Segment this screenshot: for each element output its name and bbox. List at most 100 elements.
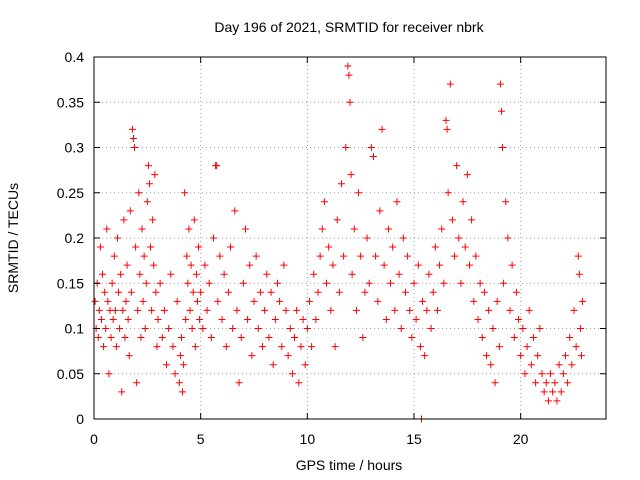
data-point [227,243,235,251]
data-point [337,180,345,188]
data-point [318,225,326,233]
data-point [527,361,535,369]
data-point [140,252,148,260]
data-point [350,225,358,233]
data-point [480,288,488,296]
data-point [502,198,510,206]
data-point [112,343,120,351]
data-point [487,361,495,369]
data-point [280,261,288,269]
data-point [96,243,104,251]
data-point [284,352,292,360]
data-point [459,198,467,206]
data-point [499,144,507,151]
data-point [474,315,482,323]
data-point [564,379,572,387]
data-point [209,234,217,242]
data-point [325,243,333,251]
data-point [273,279,281,287]
data-point [222,343,230,351]
data-point [133,379,141,387]
data-point [510,334,518,342]
data-point [148,306,156,314]
data-point [199,325,207,332]
data-point [145,180,153,188]
data-point [119,306,127,314]
data-point [410,279,418,287]
data-point [314,288,322,296]
data-point [176,352,184,360]
y-tick-label: 0.25 [57,185,84,201]
data-point [205,279,213,287]
y-axis-label: SRMTID / TECUs [5,183,21,293]
data-point [461,243,469,251]
data-point [183,252,191,260]
data-point [549,388,557,396]
data-point [523,343,531,351]
data-point [134,306,142,314]
data-point [363,234,371,242]
data-point [544,397,552,405]
data-point [391,306,399,314]
data-point [213,162,221,170]
y-tick-label: 0.4 [65,49,85,65]
data-point [346,98,354,106]
data-point [320,198,328,206]
data-point [288,370,296,378]
data-point [126,207,134,215]
data-point [99,270,107,278]
data-point [192,270,200,278]
data-point [387,279,395,287]
data-point [278,343,286,351]
data-point [478,334,486,342]
data-point [427,325,435,332]
x-tick-label: 15 [406,431,422,447]
data-point [408,334,416,342]
data-point [345,71,353,79]
data-point [401,288,409,296]
data-point [310,270,318,278]
data-point [348,270,356,278]
data-point [448,216,456,224]
data-point [269,361,277,369]
data-point [515,315,523,323]
data-point [393,198,401,206]
data-points [91,62,587,423]
data-point [250,297,258,305]
data-point [457,279,465,287]
data-point [493,297,501,305]
data-point [138,225,146,233]
data-point [566,334,574,342]
data-point [536,325,544,332]
data-point [436,261,444,269]
data-point [267,288,275,296]
data-point [444,189,452,197]
data-point [158,334,166,342]
data-point [496,80,504,88]
y-tick-label: 0.35 [57,94,84,110]
data-point [193,297,201,305]
data-point [131,144,139,151]
data-point [171,370,179,378]
data-point [333,216,341,224]
data-point [120,216,128,224]
data-point [259,343,267,351]
data-point [185,225,193,233]
data-point [293,306,301,314]
data-point [367,144,375,151]
data-point [271,315,279,323]
data-point [512,288,520,296]
data-point [190,216,198,224]
data-point [547,370,555,378]
data-point [453,162,461,170]
data-point [95,306,103,314]
data-point [121,334,129,342]
data-point [297,343,305,351]
data-point [103,225,111,233]
data-point [117,270,125,278]
data-point [331,343,339,351]
x-tick-label: 20 [513,431,529,447]
data-point [540,388,548,396]
data-point [115,288,123,296]
